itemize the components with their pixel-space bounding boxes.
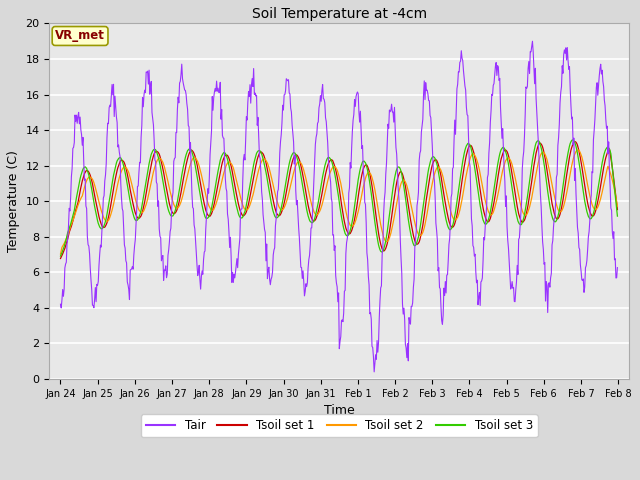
Text: VR_met: VR_met [55, 29, 105, 43]
Y-axis label: Temperature (C): Temperature (C) [7, 150, 20, 252]
X-axis label: Time: Time [324, 404, 355, 417]
Legend: Tair, Tsoil set 1, Tsoil set 2, Tsoil set 3: Tair, Tsoil set 1, Tsoil set 2, Tsoil se… [141, 414, 538, 437]
Title: Soil Temperature at -4cm: Soil Temperature at -4cm [252, 7, 427, 21]
